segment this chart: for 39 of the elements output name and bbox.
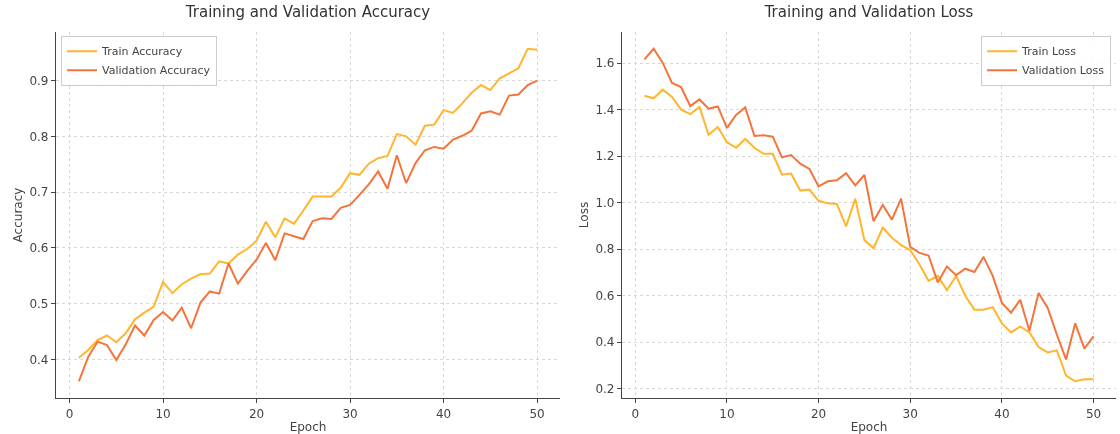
x-tick-label: 0 [631, 406, 640, 421]
y-tick-label: 0.6 [595, 288, 615, 303]
x-tick-label: 30 [902, 406, 918, 421]
line-series [77, 79, 539, 383]
y-tick-label: 0.5 [29, 296, 49, 311]
legend-label: Train Accuracy [101, 45, 183, 59]
chart-title: Training and Validation Loss [763, 3, 974, 22]
y-tick-label: 0.7 [29, 185, 49, 200]
x-axis-title: Epoch [850, 420, 888, 434]
line-series [643, 88, 1095, 383]
x-tick-label: 40 [994, 406, 1010, 421]
y-tick-label: 0.8 [29, 129, 49, 144]
y-axis-title: Accuracy [10, 187, 25, 243]
x-tick-label: 0 [65, 406, 74, 421]
y-tick-label: 0.8 [595, 242, 615, 257]
y-tick-label: 0.4 [595, 335, 615, 350]
y-tick-label: 0.2 [595, 381, 615, 396]
line-series [77, 47, 539, 359]
x-tick-label: 40 [435, 406, 452, 421]
y-axis-title: Loss [576, 201, 591, 229]
y-tick-label: 0.6 [29, 241, 49, 256]
x-tick-label: 20 [248, 406, 265, 421]
y-tick-label: 1.6 [595, 56, 615, 71]
x-axis-title: Epoch [289, 420, 327, 434]
y-tick-label: 1.2 [595, 149, 615, 164]
y-tick-label: 0.9 [29, 73, 49, 88]
legend-label: Train Loss [1021, 45, 1077, 59]
x-tick-label: 50 [1085, 406, 1102, 421]
chart-title: Training and Validation Accuracy [184, 3, 431, 22]
x-tick-label: 10 [155, 406, 171, 421]
y-tick-label: 0.4 [29, 352, 49, 367]
legend-label: Validation Accuracy [102, 64, 211, 78]
y-tick-label: 1.4 [595, 102, 615, 117]
legend-label: Validation Loss [1022, 64, 1105, 78]
x-tick-label: 10 [719, 406, 735, 421]
y-tick-label: 1.0 [595, 195, 615, 210]
x-tick-label: 30 [342, 406, 358, 421]
x-tick-label: 50 [529, 406, 545, 421]
x-tick-label: 20 [810, 406, 827, 421]
